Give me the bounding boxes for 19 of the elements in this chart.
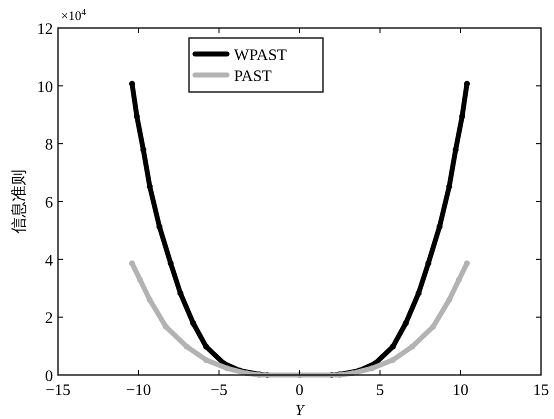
legend-label: PAST [234, 68, 272, 85]
x-tick-label: −5 [210, 382, 228, 399]
y-tick-label: 10 [37, 78, 53, 96]
x-tick-label: −15 [45, 382, 71, 399]
y-tick-label: 2 [45, 310, 53, 328]
x-tick-label: 0 [296, 382, 304, 399]
x-tick-label: 15 [533, 382, 549, 399]
x-axis-title: Y [295, 403, 306, 419]
y-axis-title: 信息准则 [10, 170, 28, 234]
y-tick-label: 6 [45, 194, 53, 212]
y-tick-label: 12 [37, 21, 53, 38]
y-tick-label: 8 [45, 136, 53, 154]
y-tick-label: 4 [45, 252, 53, 270]
x-tick-label: 10 [452, 382, 468, 399]
legend-label: WPAST [234, 47, 287, 64]
x-tick-label: −10 [126, 382, 152, 399]
text: ×10$^{4}$ [61, 7, 86, 23]
y-tick-label: 0 [45, 368, 53, 385]
x-tick-label: 5 [376, 382, 384, 399]
